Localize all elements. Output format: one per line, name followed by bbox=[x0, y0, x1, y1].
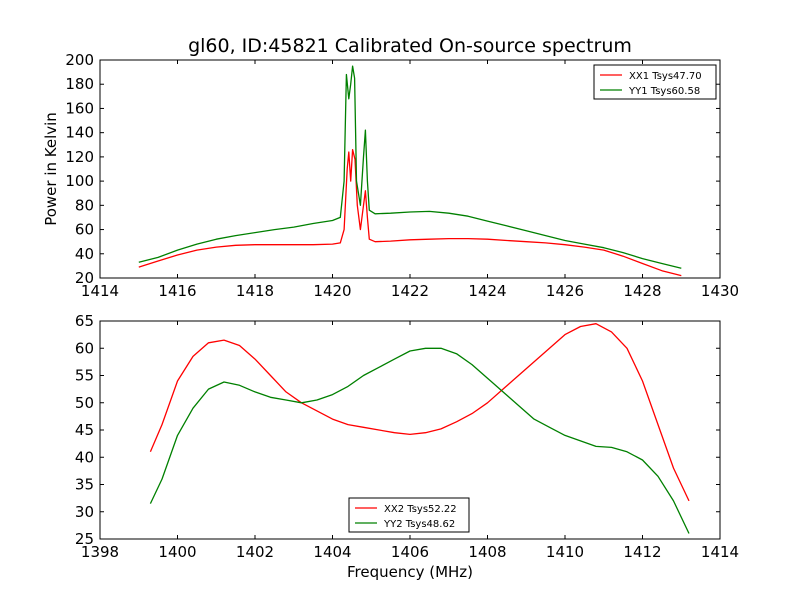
y-tick-label: 40 bbox=[75, 245, 94, 263]
y-tick-label: 30 bbox=[75, 503, 94, 521]
y-tick-label: 100 bbox=[65, 172, 94, 190]
legend: XX2 Tsys52.22 YY2 Tsys48.62 bbox=[348, 497, 470, 533]
bottom-spectrum-panel: 1398 1400 1402 1404 1406 1408 1410 1412 1414 25 30… bbox=[75, 312, 739, 581]
series-line-xx bbox=[149, 323, 690, 502]
legend-entry: YY1 Tsys60.58 bbox=[628, 86, 700, 97]
y-tick-label: 45 bbox=[75, 421, 94, 439]
y-tick-label: 25 bbox=[75, 530, 94, 548]
y-tick-label: 40 bbox=[75, 448, 94, 466]
y-tick-label: 60 bbox=[75, 221, 94, 239]
figure-title: gl60, ID:45821 Calibrated On-source spec… bbox=[188, 35, 632, 57]
x-tick-label: 1410 bbox=[546, 543, 584, 561]
y-tick-label: 140 bbox=[65, 124, 94, 142]
y-tick-label: 55 bbox=[75, 367, 94, 385]
legend-box bbox=[593, 64, 717, 100]
x-axis-label: Frequency (MHz) bbox=[347, 563, 473, 581]
legend-entry: XX1 Tsys47.70 bbox=[629, 71, 702, 82]
x-tick-label: 1430 bbox=[701, 282, 739, 300]
x-tick-label: 1402 bbox=[236, 543, 274, 561]
y-tick-label: 50 bbox=[75, 394, 94, 412]
x-tick-label: 1414 bbox=[81, 282, 119, 300]
legend-entry: YY2 Tsys48.62 bbox=[383, 519, 455, 530]
series-line-xx bbox=[138, 148, 682, 277]
y-tick-label: 160 bbox=[65, 99, 94, 117]
y-tick-label: 200 bbox=[65, 51, 94, 69]
x-tick-label: 1426 bbox=[546, 282, 584, 300]
legend: XX1 Tsys47.70 YY1 Tsys60.58 bbox=[593, 64, 717, 100]
y-axis-label: Power in Kelvin bbox=[42, 112, 60, 226]
x-tick-label: 1412 bbox=[623, 543, 661, 561]
legend-entry: XX2 Tsys52.22 bbox=[384, 504, 457, 515]
x-tick-label: 1428 bbox=[623, 282, 661, 300]
y-tick-label: 20 bbox=[75, 269, 94, 287]
x-tick-label: 1422 bbox=[391, 282, 429, 300]
x-tick-label: 1404 bbox=[313, 543, 351, 561]
x-tick-label: 1400 bbox=[158, 543, 196, 561]
y-tick-label: 35 bbox=[75, 476, 94, 494]
x-tick-label: 1424 bbox=[468, 282, 506, 300]
series-line-yy bbox=[149, 347, 690, 534]
x-tick-label: 1420 bbox=[313, 282, 351, 300]
x-tick-label: 1406 bbox=[391, 543, 429, 561]
top-spectrum-panel: 1414 1416 1418 1420 1422 1424 1426 1428 1430 20 40… bbox=[42, 51, 739, 300]
series-line-yy bbox=[138, 65, 682, 269]
x-tick-label: 1398 bbox=[81, 543, 119, 561]
legend-box bbox=[348, 497, 470, 533]
y-tick-label: 65 bbox=[75, 312, 94, 330]
y-tick-label: 120 bbox=[65, 148, 94, 166]
x-tick-label: 1418 bbox=[236, 282, 274, 300]
x-tick-label: 1408 bbox=[468, 543, 506, 561]
y-tick-label: 80 bbox=[75, 196, 94, 214]
x-tick-label: 1416 bbox=[158, 282, 196, 300]
y-tick-label: 60 bbox=[75, 339, 94, 357]
x-tick-label: 1414 bbox=[701, 543, 739, 561]
y-tick-label: 180 bbox=[65, 75, 94, 93]
